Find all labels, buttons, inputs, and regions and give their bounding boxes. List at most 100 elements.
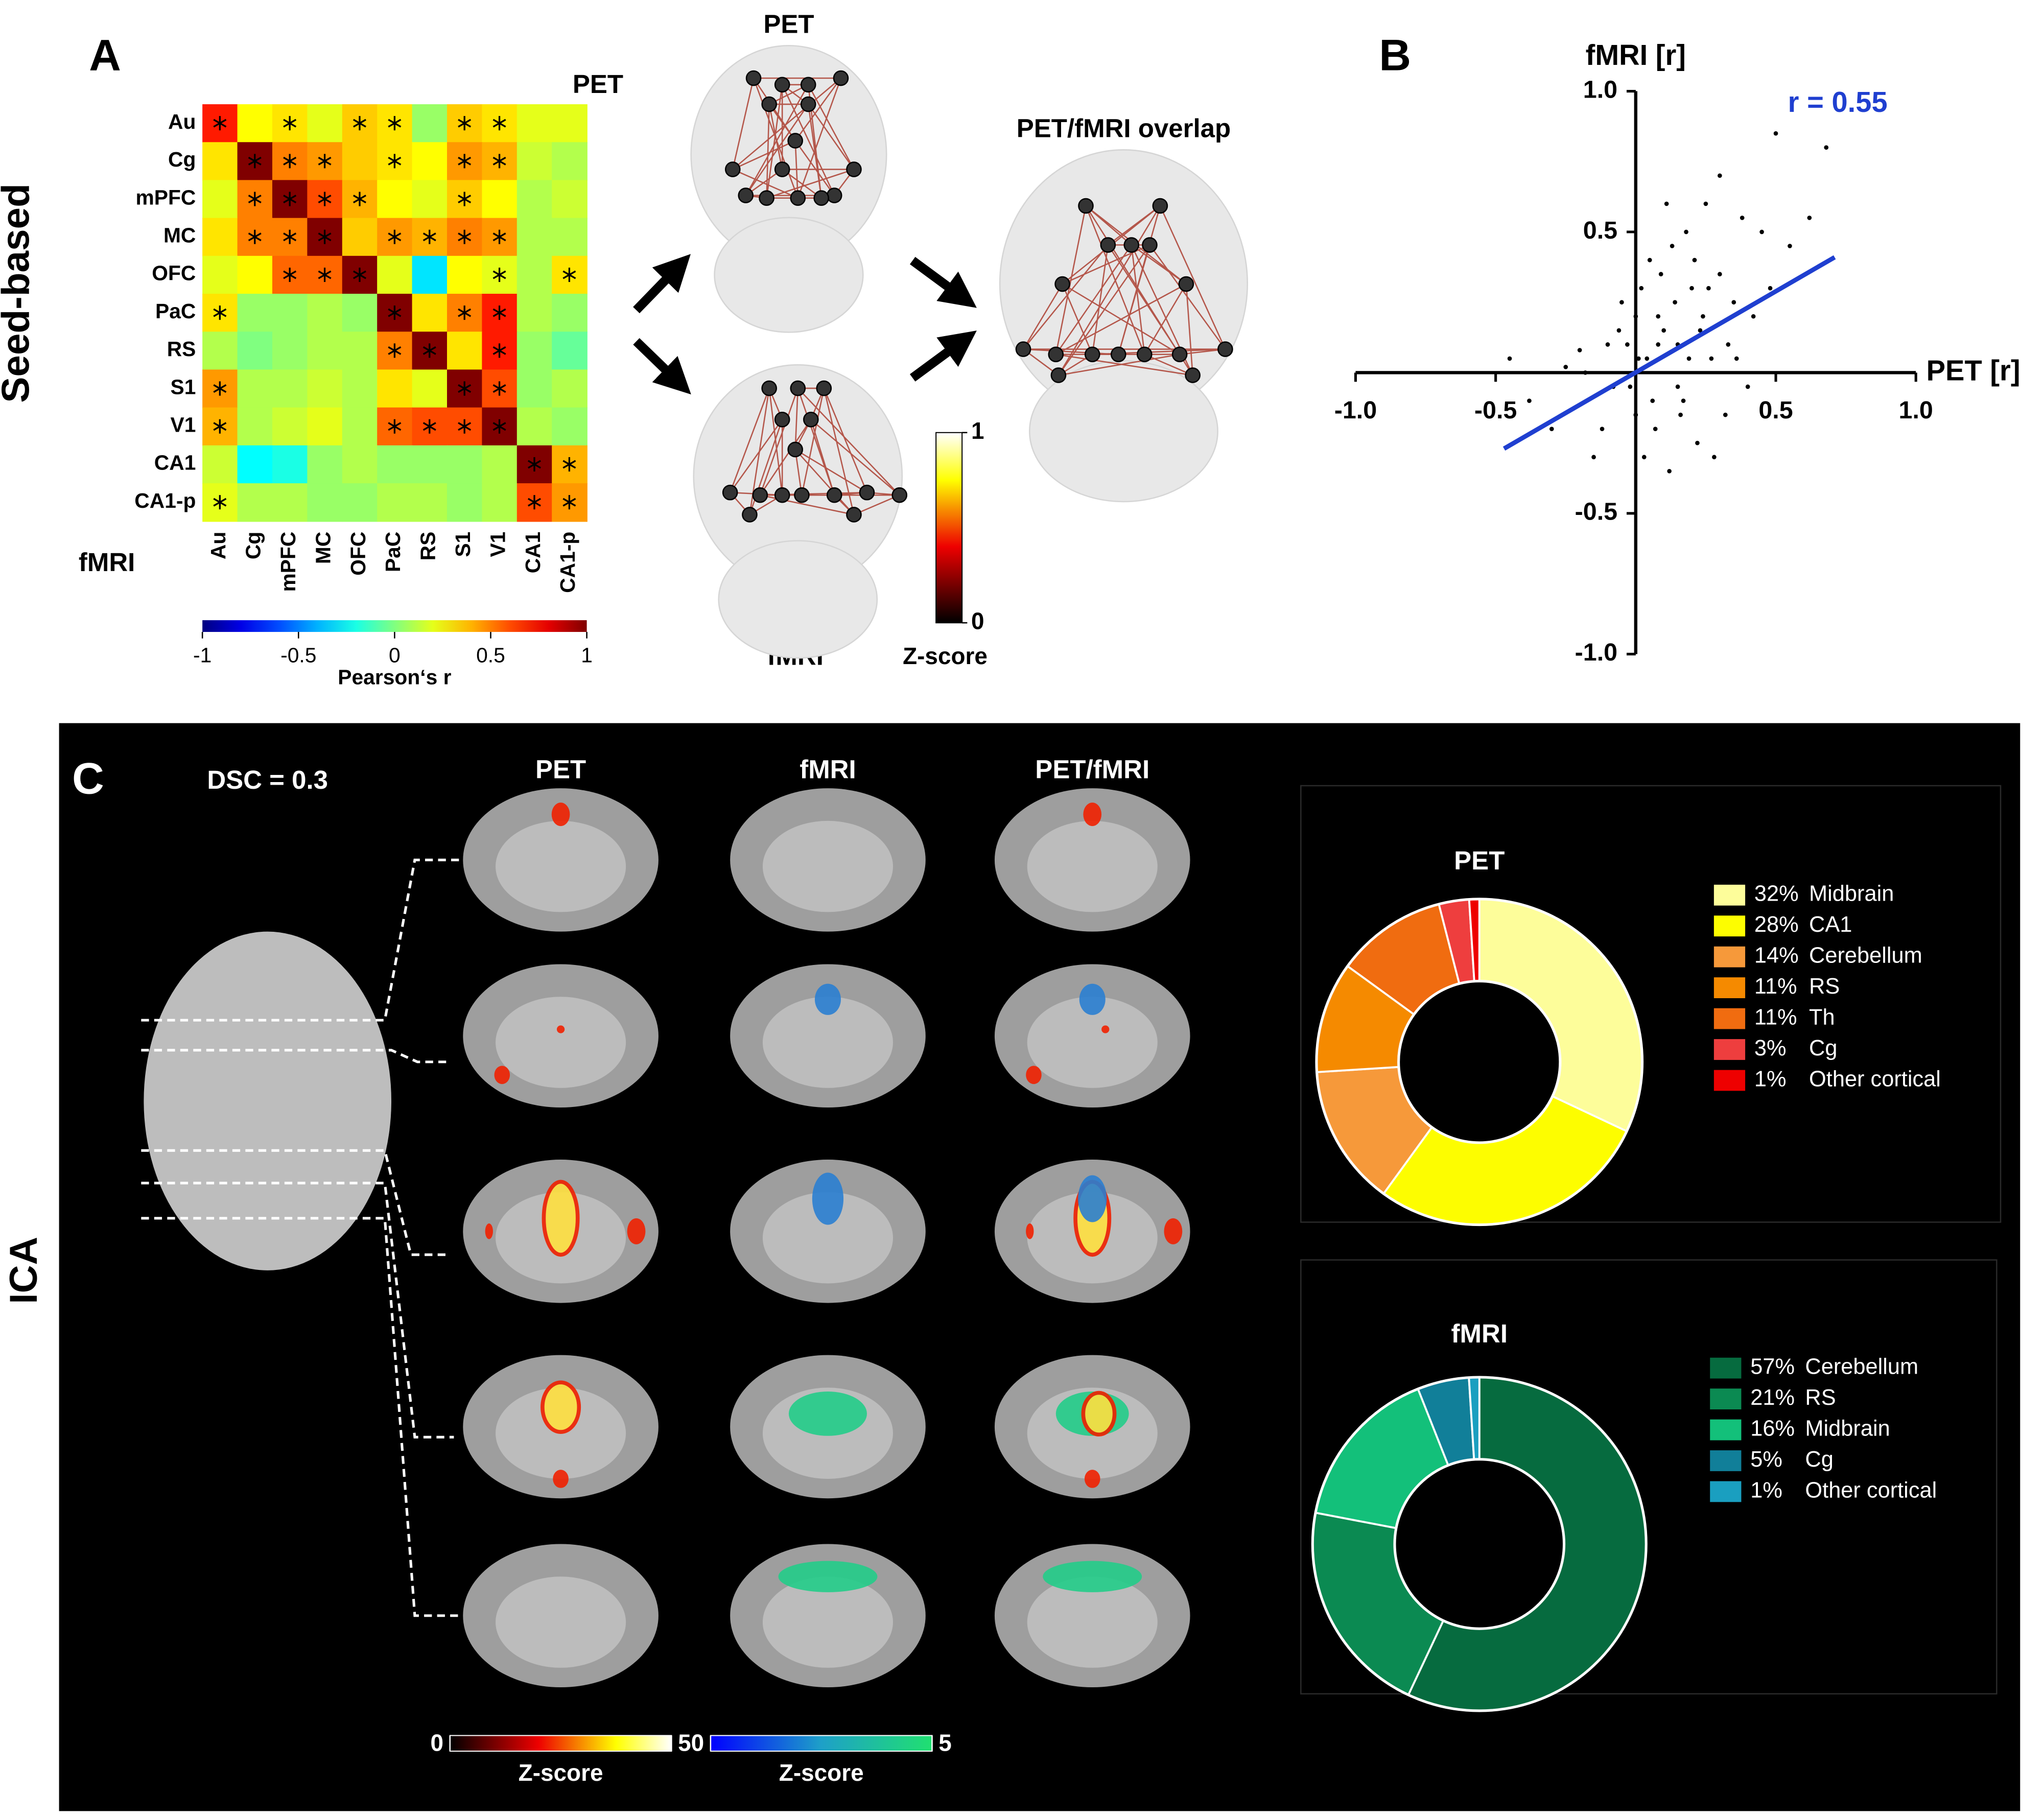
significance-star bbox=[213, 381, 227, 396]
heatmap-cell bbox=[237, 255, 273, 295]
star-stroke bbox=[458, 422, 472, 431]
heatmap-cell bbox=[272, 332, 308, 370]
heatmap-cell bbox=[412, 294, 448, 333]
heatmap-cell bbox=[552, 218, 588, 257]
star-stroke bbox=[353, 270, 366, 279]
activation-blob bbox=[485, 1223, 493, 1239]
star-stroke bbox=[422, 232, 436, 242]
significance-star bbox=[318, 192, 332, 206]
significance-star bbox=[562, 495, 576, 510]
network-node bbox=[833, 70, 849, 86]
network-edge bbox=[810, 419, 900, 496]
heatmap-cell bbox=[552, 294, 588, 333]
network-node bbox=[800, 77, 816, 93]
star-stroke bbox=[283, 195, 297, 203]
significance-star bbox=[318, 267, 332, 282]
star-stroke bbox=[562, 498, 576, 507]
scatter-point bbox=[1639, 286, 1644, 291]
pie-title: fMRI bbox=[1451, 1319, 1508, 1348]
scatter-point bbox=[1591, 455, 1596, 460]
star-stroke bbox=[213, 119, 227, 128]
star-stroke bbox=[492, 156, 506, 166]
heatmap-cell bbox=[237, 332, 273, 370]
scatter-point bbox=[1718, 272, 1722, 276]
activation-blob bbox=[551, 803, 570, 827]
row-label: OFC bbox=[152, 262, 196, 285]
heatmap-cell bbox=[412, 255, 448, 295]
network-node bbox=[794, 487, 810, 503]
network-node bbox=[816, 380, 832, 396]
activation-blob bbox=[814, 983, 841, 1015]
activation-blob bbox=[778, 1561, 878, 1592]
axial-brain bbox=[144, 931, 392, 1270]
legend-label: RS bbox=[1809, 974, 1840, 999]
network-edge bbox=[1022, 284, 1063, 350]
legend-label: RS bbox=[1805, 1385, 1836, 1410]
network-node bbox=[846, 161, 862, 177]
legend-swatch bbox=[1713, 1008, 1746, 1029]
heatmap-cell bbox=[482, 445, 518, 484]
network-edge bbox=[823, 388, 868, 493]
row-label: Seed-based bbox=[0, 183, 38, 403]
network-node bbox=[1123, 237, 1140, 253]
slice-guides bbox=[141, 858, 463, 1617]
annotation: r = 0.55 bbox=[1788, 86, 1888, 118]
significance-star bbox=[248, 229, 262, 244]
donut-rim bbox=[1311, 1376, 1648, 1712]
scatter-point bbox=[1686, 356, 1691, 361]
network-edge bbox=[759, 419, 812, 496]
colorbar-tick-label: 0 bbox=[971, 607, 984, 634]
scatter-point bbox=[1628, 384, 1633, 389]
fit-line bbox=[1502, 255, 1836, 451]
heatmap-cell bbox=[307, 332, 343, 370]
star-stroke bbox=[492, 119, 506, 128]
scatter-point bbox=[1681, 398, 1686, 403]
network-edge bbox=[795, 449, 867, 493]
star-stroke bbox=[353, 195, 366, 203]
network-node bbox=[1078, 198, 1094, 214]
scatter-point bbox=[1773, 131, 1778, 136]
x-tick-label: -1.0 bbox=[1334, 396, 1377, 424]
star-stroke bbox=[458, 384, 472, 393]
x-axis-title: PET [r] bbox=[1926, 354, 2020, 386]
scatter-point bbox=[1507, 356, 1512, 361]
significance-star bbox=[492, 381, 506, 396]
legend-value: 1% bbox=[1754, 1067, 1787, 1091]
heatmap-cell bbox=[307, 445, 343, 484]
scatter-point bbox=[1824, 145, 1829, 150]
brain-outline bbox=[718, 540, 878, 659]
row-label: Au bbox=[168, 110, 196, 133]
network-edge bbox=[801, 388, 825, 496]
legend-value: 21% bbox=[1750, 1385, 1795, 1410]
network-edge bbox=[766, 104, 770, 198]
network-edge bbox=[759, 388, 798, 496]
scatter-point bbox=[1709, 356, 1714, 361]
heatmap-cell bbox=[552, 104, 588, 143]
heatmap-cell bbox=[237, 445, 273, 484]
scatter-point bbox=[1678, 412, 1683, 417]
significance-star bbox=[318, 229, 332, 244]
network-edge bbox=[1058, 244, 1150, 376]
legend-value: 5% bbox=[1750, 1447, 1782, 1472]
scatter-point bbox=[1563, 365, 1568, 369]
network-edge bbox=[810, 419, 835, 496]
network-edge bbox=[1091, 245, 1109, 355]
network-edge bbox=[797, 388, 900, 496]
network-node bbox=[790, 380, 806, 396]
scatter-point bbox=[1692, 257, 1697, 263]
star-stroke bbox=[248, 232, 262, 242]
star-stroke bbox=[562, 270, 576, 279]
brain-outline bbox=[1029, 360, 1218, 503]
network-node bbox=[759, 190, 774, 206]
legend-label: Other cortical bbox=[1809, 1067, 1941, 1091]
star-stroke bbox=[458, 156, 472, 166]
pie-frame bbox=[1300, 785, 2002, 1223]
y-tick-label: 1.0 bbox=[1583, 76, 1617, 103]
network-edge bbox=[782, 169, 822, 199]
heatmap-cell bbox=[516, 255, 553, 295]
network-node bbox=[826, 487, 842, 503]
scatter-point bbox=[1703, 201, 1708, 206]
significance-star bbox=[213, 495, 227, 510]
network-node bbox=[1142, 237, 1158, 253]
